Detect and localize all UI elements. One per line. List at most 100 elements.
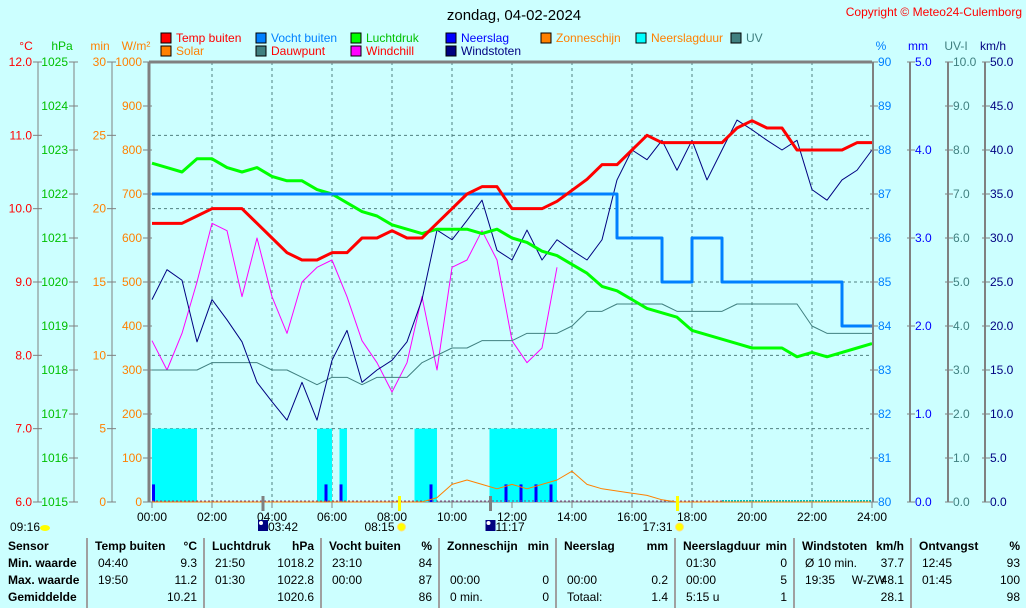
column-title: Neerslagduur — [683, 539, 761, 553]
stat-value: 10.21 — [166, 590, 197, 604]
axis-temp-tick-label: 6.0 — [15, 495, 32, 509]
stats-header: Neerslag mm — [557, 538, 674, 555]
axis-rain-unit: mm — [908, 39, 928, 53]
stats-row: 00:00 5 — [676, 572, 793, 589]
stats-row: 01:30 1022.8 — [205, 572, 320, 589]
marker-label: 09:16 — [10, 520, 40, 534]
stat-value: 98 — [1006, 590, 1020, 604]
x-tick-label: 10:00 — [437, 510, 467, 524]
axis-temp-tick-label: 11.0 — [10, 128, 33, 142]
stats-table: Sensor Min. waarde Max. waarde Gemiddelde Te… — [0, 538, 1026, 608]
stat-time: 00:00 — [567, 573, 598, 587]
stats-row: 01:45 100 — [912, 572, 1026, 589]
stat-value: 0 — [542, 590, 549, 604]
axis-pressure-tick-label: 1024 — [41, 99, 68, 113]
axis-solar-tick-label: 700 — [122, 187, 142, 201]
copyright: Copyright © Meteo24-Culemborg — [846, 5, 1022, 19]
legend-label: UV — [746, 31, 763, 45]
axis-solar-tick-label: 500 — [122, 275, 142, 289]
axis-uv-tick-label: 8.0 — [953, 143, 970, 157]
column-unit: hPa — [291, 539, 314, 553]
stat-time: 00:00 — [450, 573, 481, 587]
axis-rain-tick-label: 3.0 — [915, 231, 932, 245]
axis-temp-tick-label: 12.0 — [9, 55, 33, 69]
stat-value: 87 — [418, 573, 432, 587]
stat-time: Totaal: — [567, 590, 603, 604]
axis-wind-tick-label: 20.0 — [990, 319, 1014, 333]
series-vocht-buiten — [152, 192, 872, 328]
axis-temp-tick-label: 8.0 — [15, 348, 32, 362]
axis-rain-tick-label: 2.0 — [915, 319, 932, 333]
axis-wind-tick-label: 50.0 — [990, 55, 1014, 69]
axis-humidity-tick-label: 83 — [878, 363, 892, 377]
stat-time: 01:30 — [686, 556, 717, 570]
axis-pressure-tick-label: 1020 — [41, 275, 68, 289]
stats-row: 04:40 9.3 — [88, 555, 203, 572]
axis-wind-tick-label: 0.0 — [990, 495, 1007, 509]
axis-humidity-tick-label: 87 — [878, 187, 892, 201]
legend-label: Zonneschijn — [556, 31, 621, 45]
stat-value: 28.1 — [880, 590, 904, 604]
legend-label: Neerslag — [461, 31, 509, 45]
stats-row: 00:00 87 — [322, 572, 438, 589]
legend-label: Dauwpunt — [271, 44, 326, 58]
axis-temp-tick-label: 10.0 — [9, 202, 33, 216]
row-label: Min. waarde — [8, 556, 77, 570]
stats-column-vocht-buiten: Vocht buiten% 23:10 84 00:00 87 86 — [322, 538, 440, 608]
stats-row — [440, 555, 555, 572]
axis-wind-unit: km/h — [980, 39, 1006, 53]
stats-header: Windstoten km/h — [795, 538, 910, 555]
stats-row: 01:30 0 — [676, 555, 793, 572]
axis-solar-tick-label: 100 — [122, 451, 142, 465]
axis-rain-tick-label: 0.0 — [915, 495, 932, 509]
legend-swatch — [255, 45, 267, 57]
axis-pressure-tick-label: 1023 — [41, 143, 68, 157]
axis-rain-tick-label: 5.0 — [915, 55, 932, 69]
axis-minutes-tick-label: 30 — [93, 55, 107, 69]
stats-column-neerslagduur: Neerslagduur min 01:30 0 00:00 5 5:15 u 1 — [676, 538, 795, 608]
axis-minutes-tick-label: 25 — [93, 128, 107, 142]
column-unit: min — [765, 539, 787, 553]
axis-wind-tick-label: 10.0 — [990, 407, 1014, 421]
legend: Temp buiten Vocht buiten Luchtdruk Neerslag… — [160, 31, 763, 58]
stat-time: 5:15 u — [686, 590, 720, 604]
stats-row: Min. waarde — [0, 555, 86, 572]
stats-header: Ontvangst% — [912, 538, 1026, 555]
legend-swatch — [160, 32, 172, 44]
legend-label: Solar — [176, 44, 204, 58]
stats-row: Sensor — [0, 538, 86, 555]
axis-uv-tick-label: 2.0 — [953, 407, 970, 421]
stats-header: Luchtdruk hPa — [205, 538, 320, 555]
legend-swatch — [540, 32, 552, 44]
stat-value: 1020.6 — [277, 590, 314, 604]
x-tick-label: 02:00 — [197, 510, 227, 524]
axis-humidity-unit: % — [876, 39, 887, 53]
neerslag-bar — [429, 484, 433, 502]
stats-row: 12:45 93 — [912, 555, 1026, 572]
axis-temp-tick-label: 9.0 — [15, 275, 32, 289]
stats-row: Gemiddelde — [0, 589, 86, 606]
stat-value: 48.1 — [880, 573, 904, 587]
axis-minutes-tick-label: 10 — [93, 348, 107, 362]
axis-humidity-tick-label: 84 — [878, 319, 892, 333]
stat-time: 19:50 — [98, 573, 129, 587]
axis-uv-tick-label: 9.0 — [953, 99, 970, 113]
stat-time: 01:45 — [922, 573, 953, 587]
neerslag-bar — [549, 484, 553, 502]
stats-row: 0 min. 0 — [440, 589, 555, 606]
legend-swatch — [635, 32, 647, 44]
stats-header: Temp buiten °C — [88, 538, 203, 555]
x-tick-label: 08:00 — [377, 510, 407, 524]
neerslag-bar — [519, 484, 523, 502]
axis-rain-tick-label: 1.0 — [915, 407, 932, 421]
axis-wind-tick-label: 35.0 — [990, 187, 1014, 201]
legend-swatch — [445, 32, 457, 44]
axis-humidity-tick-label: 90 — [878, 55, 892, 69]
neerslag-bar — [324, 484, 328, 502]
stat-value: 37.7 — [880, 556, 904, 570]
marker-label: 03:42 — [268, 520, 298, 534]
sunset-icon — [675, 522, 684, 532]
column-unit: % — [1009, 539, 1020, 553]
stats-row: Totaal: 1.4 — [557, 589, 674, 606]
stat-value: 0 — [542, 573, 549, 587]
